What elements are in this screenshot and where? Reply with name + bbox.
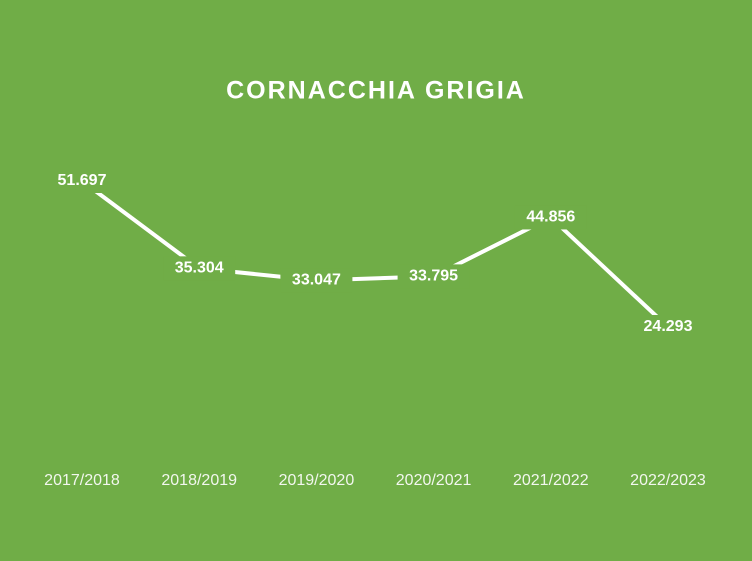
x-tick-label: 2017/2018 — [44, 472, 120, 489]
data-label: 51.697 — [58, 172, 107, 189]
label-background — [280, 268, 353, 293]
data-label: 35.304 — [175, 260, 224, 277]
x-tick-label: 2020/2021 — [396, 472, 472, 489]
x-tick-label: 2018/2019 — [161, 472, 237, 489]
data-label: 44.856 — [526, 209, 575, 226]
label-background — [397, 264, 470, 289]
x-tick-label: 2021/2022 — [513, 472, 589, 489]
data-label: 33.795 — [409, 268, 458, 285]
data-label: 24.293 — [644, 318, 693, 335]
label-background — [632, 315, 704, 339]
label-background — [163, 256, 236, 281]
data-label: 33.047 — [292, 272, 341, 289]
x-tick-label: 2019/2020 — [279, 472, 355, 489]
label-background — [514, 205, 587, 230]
x-tick-label: 2022/2023 — [630, 472, 706, 489]
label-background — [46, 169, 118, 193]
chart-title: CORNACCHIA GRIGIA — [226, 77, 526, 105]
line — [80, 179, 670, 329]
